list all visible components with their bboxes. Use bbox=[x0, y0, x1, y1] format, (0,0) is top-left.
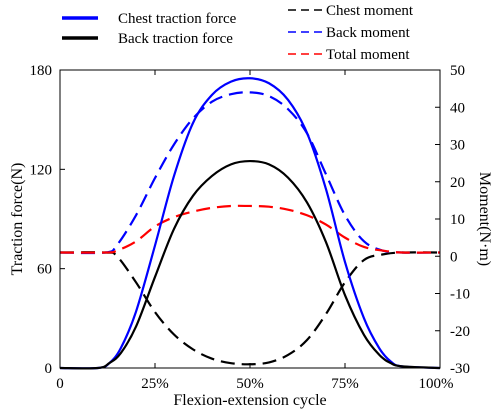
y-axis-left-title: Traction force(N) bbox=[9, 163, 26, 276]
legend: Chest traction force Back traction force C… bbox=[62, 3, 414, 63]
x-tick-label: 50% bbox=[236, 376, 264, 392]
y-right-tick-label: 10 bbox=[450, 212, 465, 228]
y-left-tick-label: 60 bbox=[37, 262, 52, 278]
y-right-tick-label: -10 bbox=[450, 287, 470, 303]
x-tick-label: 75% bbox=[331, 376, 359, 392]
x-tick-label: 25% bbox=[141, 376, 169, 392]
y-right-tick-label: 50 bbox=[450, 63, 465, 79]
series-line-total-moment bbox=[59, 204, 441, 254]
legend-label: Total moment bbox=[326, 47, 410, 63]
series-line-chest-moment bbox=[59, 251, 441, 366]
y-left-tick-label: 0 bbox=[45, 361, 53, 377]
series-layer bbox=[59, 77, 441, 370]
legend-label: Back moment bbox=[326, 25, 411, 41]
x-tick-label: 0 bbox=[56, 376, 64, 392]
legend-label: Chest traction force bbox=[118, 11, 237, 27]
y-axis-right-title: Moment(N·m) bbox=[476, 172, 493, 266]
x-axis-title: Flexion-extension cycle bbox=[173, 392, 326, 409]
plot-frame bbox=[59, 69, 441, 369]
y-right-tick-label: -30 bbox=[450, 361, 470, 377]
y-right-tick-label: 0 bbox=[450, 249, 458, 265]
x-tick-label: 100% bbox=[419, 376, 454, 392]
series-line-back-moment bbox=[59, 91, 441, 255]
series-line-chest-traction-force bbox=[59, 77, 441, 370]
y-right-tick-label: 40 bbox=[450, 100, 465, 116]
y-right-tick-label: -20 bbox=[450, 324, 470, 340]
legend-label: Chest moment bbox=[326, 3, 414, 19]
y-left-tick-label: 180 bbox=[30, 63, 53, 79]
y-right-tick-label: 30 bbox=[450, 138, 465, 154]
axis-ticks: 0 25% 50% 75% 100% 0 60 120 180 -30 -20 -10 0 10 20 30 4… bbox=[30, 63, 471, 392]
series-line-back-traction-force bbox=[59, 159, 441, 370]
y-left-tick-label: 120 bbox=[30, 162, 53, 178]
legend-label: Back traction force bbox=[118, 31, 233, 47]
y-right-tick-label: 20 bbox=[450, 175, 465, 191]
